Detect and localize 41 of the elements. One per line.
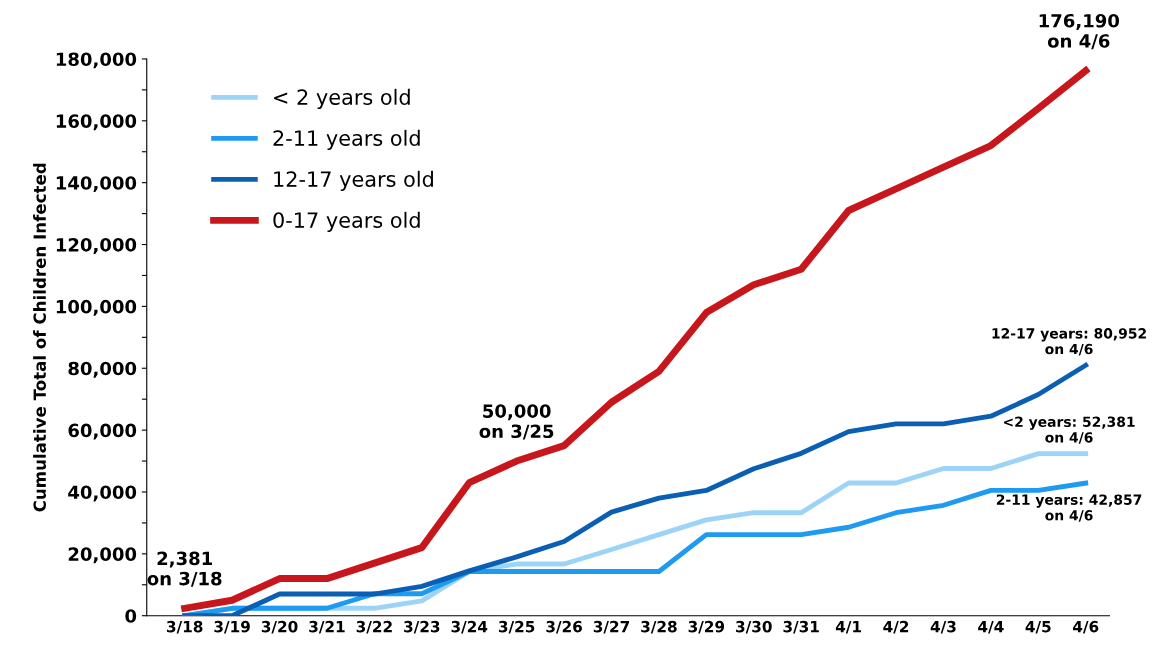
annotation: 2,381 on 3/18 (147, 551, 222, 587)
x-tick-label: 4/6 (1072, 620, 1099, 634)
annotation: 2-11 years: 42,857 on 4/6 (996, 494, 1142, 522)
annotation: <2 years: 52,381 on 4/6 (1003, 416, 1135, 444)
x-tick-label: 3/31 (783, 620, 819, 634)
x-tick-label: 4/5 (1025, 621, 1051, 634)
x-tick-label: 3/30 (736, 620, 772, 634)
y-tick-label: 160,000 (56, 114, 137, 131)
legend-label: 2-11 years old (273, 129, 420, 150)
x-tick-label: 3/25 (498, 620, 535, 634)
y-tick-label: 60,000 (68, 423, 137, 440)
x-tick-label: 3/28 (641, 620, 677, 634)
x-tick-label: 3/24 (451, 620, 488, 634)
y-tick-label: 100,000 (56, 299, 137, 316)
legend-label: < 2 years old (274, 88, 410, 109)
y-axis-title: Cumulative Total of Children Infected (33, 163, 47, 512)
x-tick-label: 4/2 (883, 620, 909, 634)
y-tick-label: 140,000 (56, 176, 137, 193)
x-tick-label: 3/29 (688, 620, 725, 634)
legend-label: 0-17 years old (273, 211, 420, 232)
x-tick-label: 4/4 (978, 621, 1004, 634)
x-tick-label: 4/1 (835, 621, 861, 634)
x-tick-label: 3/19 (214, 620, 250, 634)
y-tick-label: 0 (125, 609, 137, 623)
annotation: 176,190 on 4/6 (1039, 13, 1120, 50)
x-tick-label: 3/18 (166, 620, 203, 634)
x-tick-label: 4/3 (930, 620, 956, 634)
x-tick-label: 3/20 (261, 620, 298, 634)
x-tick-label: 3/27 (593, 620, 630, 634)
x-tick-label: 3/23 (404, 620, 440, 634)
annotation: 12-17 years: 80,952 on 4/6 (992, 328, 1146, 356)
y-tick-label: 80,000 (68, 361, 137, 378)
x-tick-label: 3/22 (356, 620, 392, 634)
annotation: 50,000 on 3/25 (479, 404, 554, 440)
y-tick-label: 40,000 (68, 485, 137, 502)
y-tick-label: 20,000 (68, 547, 137, 564)
y-tick-label: 180,000 (56, 52, 137, 69)
x-tick-label: 3/26 (546, 620, 582, 634)
legend-label: 12-17 years old (274, 170, 433, 191)
x-tick-label: 3/21 (309, 620, 345, 634)
y-tick-label: 120,000 (56, 237, 137, 254)
